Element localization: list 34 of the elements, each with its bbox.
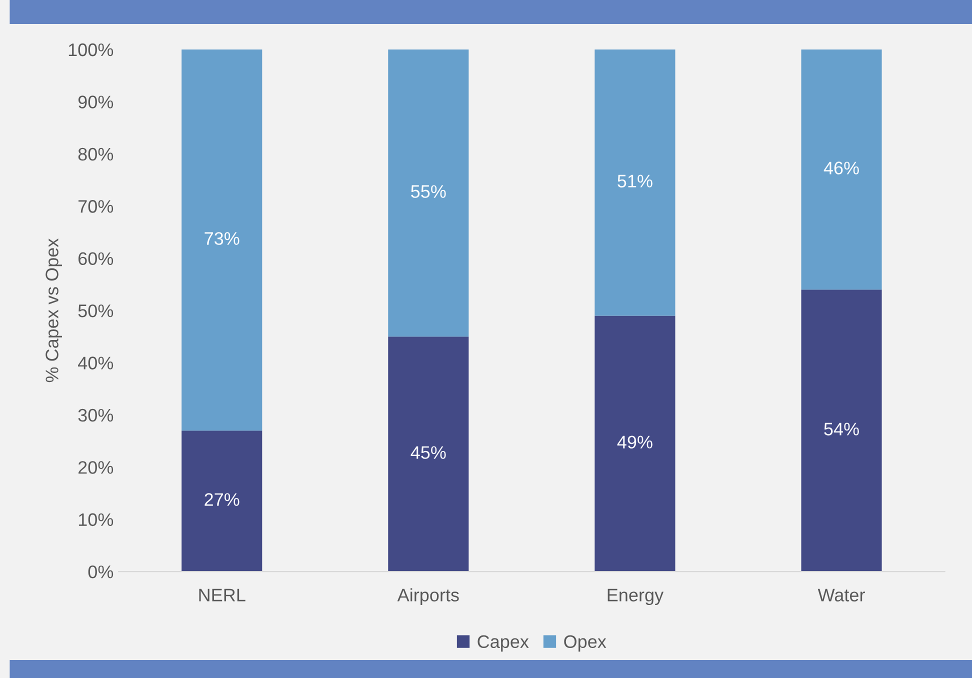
y-tick-label: 70%: [78, 200, 114, 213]
y-tick-label: 50%: [78, 304, 114, 318]
bar: [182, 430, 262, 572]
data-label: 73%: [204, 232, 240, 245]
y-tick-label: 80%: [78, 148, 114, 161]
data-label: 54%: [824, 422, 859, 436]
legend-label: Capex: [478, 635, 529, 652]
data-label: 49%: [617, 436, 652, 448]
data-label: 46%: [824, 162, 859, 174]
legend-label: Opex: [564, 635, 606, 652]
data-label: 45%: [410, 446, 446, 459]
data-label: 51%: [618, 174, 652, 188]
bar: [388, 49, 469, 337]
bar: [388, 336, 469, 572]
data-label: 55%: [411, 185, 446, 198]
x-tick-label: Energy: [608, 588, 664, 606]
y-tick-label: 0%: [88, 565, 114, 578]
y-tick-label: 10%: [78, 513, 114, 526]
bar: [594, 49, 676, 316]
y-tick-label: 90%: [78, 96, 114, 108]
bar: [594, 316, 676, 572]
y-tick-label: 30%: [78, 408, 114, 422]
x-tick-label: Airports: [397, 588, 459, 606]
bar: [182, 49, 262, 431]
bar: [801, 290, 882, 572]
data-label: 27%: [204, 493, 240, 506]
y-tick-label: 100%: [68, 43, 114, 56]
x-tick-label: Water: [818, 588, 865, 602]
bar: [801, 49, 882, 290]
y-tick-label: 20%: [78, 461, 114, 474]
y-tick-label: 40%: [78, 356, 114, 370]
x-tick-label: NERL: [199, 588, 246, 602]
y-tick-label: 60%: [78, 252, 114, 266]
y-axis-title: % Capex vs Opex: [46, 238, 62, 382]
